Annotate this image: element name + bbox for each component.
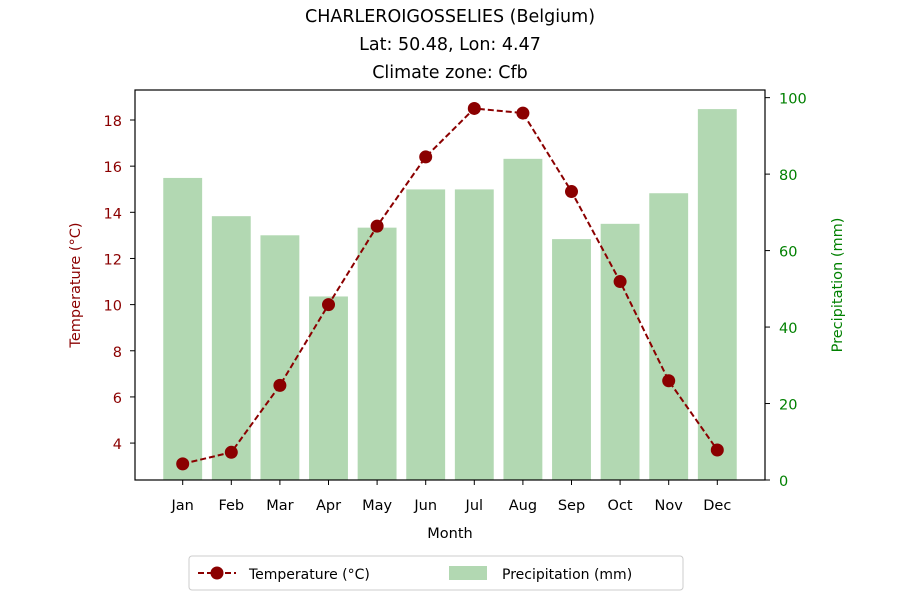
right-y-tick-label: 80: [779, 168, 797, 184]
x-tick-label: Jul: [465, 498, 484, 514]
left-y-tick-label: 14: [104, 206, 122, 222]
temperature-point-jan: [176, 457, 190, 471]
precipitation-bar-mar: [260, 235, 300, 480]
precipitation-bar-nov: [649, 193, 689, 480]
x-tick-label: Oct: [608, 498, 633, 514]
left-y-tick-label: 8: [113, 345, 122, 361]
legend-temperature-marker-icon: [210, 566, 224, 580]
right-y-tick-label: 20: [779, 398, 797, 414]
left-y-axis-ticks: 4 6 8 10 12 14 16 18: [104, 114, 135, 453]
temperature-point-apr: [322, 298, 335, 312]
x-tick-label: Jun: [413, 498, 437, 514]
legend-precipitation-label: Precipitation (mm): [502, 567, 632, 583]
precipitation-bar-feb: [211, 216, 251, 481]
right-y-tick-label: 60: [779, 245, 797, 261]
left-y-tick-label: 6: [113, 391, 122, 407]
temperature-point-dec: [710, 443, 724, 457]
right-y-tick-label: 0: [779, 474, 788, 490]
chart-title-line-2: Lat: 50.48, Lon: 4.47: [359, 35, 541, 55]
precipitation-bar-may: [357, 227, 397, 480]
precipitation-bar-jul: [454, 189, 494, 481]
precipitation-bar-aug: [503, 158, 543, 480]
chart-title: CHARLEROIGOSSELIES (Belgium) Lat: 50.48,…: [305, 7, 595, 83]
x-tick-label: Nov: [655, 498, 684, 514]
chart-title-line-3: Climate zone: Cfb: [372, 63, 528, 83]
chart-title-line-1: CHARLEROIGOSSELIES (Belgium): [305, 7, 595, 27]
plot-area-frame: [134, 89, 766, 481]
temperature-point-jun: [419, 150, 433, 164]
precipitation-bar-oct: [600, 223, 640, 480]
temperature-point-sep: [565, 185, 578, 199]
left-y-tick-label: 10: [104, 299, 122, 315]
x-tick-label: Apr: [316, 498, 341, 514]
left-y-tick-label: 12: [104, 252, 122, 268]
x-tick-label: Jan: [171, 498, 194, 514]
legend-frame: [188, 555, 684, 591]
temperature-series-line: [182, 107, 719, 465]
temperature-point-jul: [467, 101, 481, 115]
temperature-point-nov: [662, 374, 676, 388]
precipitation-bar-dec: [697, 109, 737, 480]
left-y-tick-label: 4: [113, 437, 122, 453]
x-tick-label: Aug: [509, 498, 537, 514]
temperature-point-oct: [613, 275, 627, 289]
x-tick-label: Dec: [703, 498, 731, 514]
precipitation-bar-sep: [552, 239, 591, 480]
right-y-axis-ticks: 0 20 40 60 80 100: [765, 92, 807, 490]
temperature-line: [176, 101, 724, 471]
precipitation-bars: [163, 109, 737, 481]
x-tick-label: Feb: [218, 498, 244, 514]
x-tick-label: May: [362, 498, 392, 514]
right-y-axis-label: Precipitation (mm): [830, 218, 846, 353]
temperature-point-may: [370, 219, 384, 233]
right-y-tick-label: 40: [779, 321, 797, 337]
left-y-axis-label: Temperature (°C): [68, 222, 84, 348]
left-y-tick-label: 18: [104, 114, 122, 130]
left-y-tick-label: 16: [104, 160, 122, 176]
precipitation-bar-apr: [309, 296, 348, 480]
temperature-point-aug: [516, 106, 530, 120]
x-axis-label: Month: [427, 526, 472, 542]
temperature-point-feb: [224, 445, 238, 459]
precipitation-bar-jan: [163, 177, 203, 481]
right-y-tick-label: 100: [779, 92, 807, 108]
legend-precipitation-swatch-icon: [449, 566, 487, 580]
x-axis-ticks: Jan Feb Mar Apr May Jun Jul Aug Sep Oct Nov Dec: [171, 480, 731, 514]
legend: Temperature (°C) Precipitation (mm): [188, 555, 684, 591]
x-tick-label: Mar: [266, 498, 293, 514]
legend-temperature-label: Temperature (°C): [248, 567, 370, 583]
x-tick-label: Sep: [558, 498, 585, 514]
temperature-point-mar: [273, 378, 287, 392]
precipitation-bar-jun: [406, 189, 446, 481]
